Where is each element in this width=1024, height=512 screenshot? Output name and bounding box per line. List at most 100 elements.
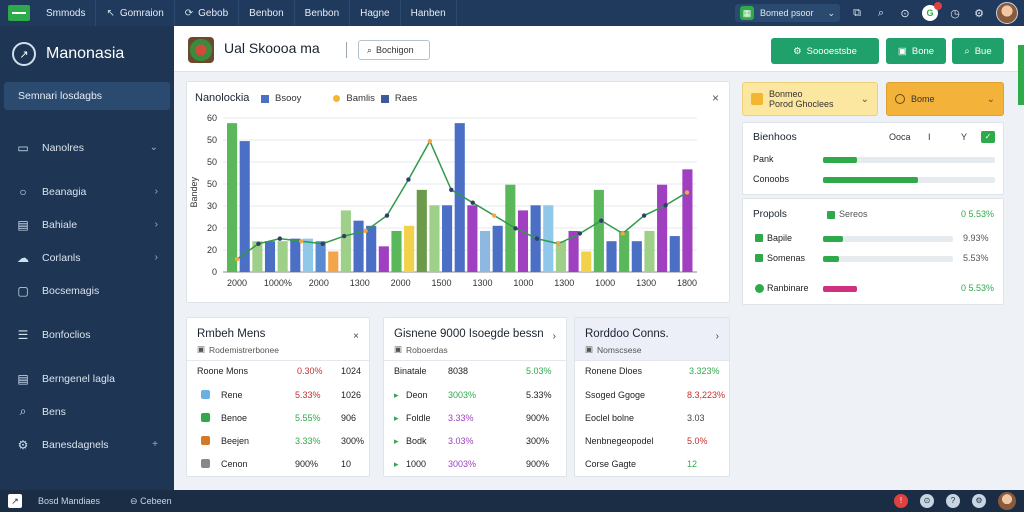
app-logo-icon[interactable] bbox=[8, 5, 30, 21]
tab-5[interactable]: Benbon bbox=[295, 0, 351, 26]
sidebar-item-6[interactable]: ☰ Bonfoclios bbox=[0, 318, 174, 351]
avatar[interactable] bbox=[998, 492, 1016, 510]
tab-7[interactable]: Hanben bbox=[401, 0, 457, 26]
table-row[interactable]: Beejen 3.33% 300% bbox=[187, 431, 369, 453]
tab-6[interactable]: Hagne bbox=[350, 0, 401, 26]
alert-icon[interactable]: ! bbox=[894, 494, 908, 508]
line-point[interactable] bbox=[363, 228, 368, 234]
settings-icon[interactable]: ⚙ bbox=[974, 7, 984, 20]
line-point[interactable] bbox=[577, 231, 583, 236]
bar[interactable] bbox=[644, 230, 655, 272]
settings-icon[interactable]: ⚙ bbox=[972, 494, 986, 508]
line-point[interactable] bbox=[534, 236, 540, 241]
line-point[interactable] bbox=[491, 213, 497, 218]
table-row[interactable]: Eoclel bolne 3.03 bbox=[575, 408, 729, 430]
close-icon[interactable]: × bbox=[353, 331, 359, 342]
bar[interactable] bbox=[517, 210, 529, 272]
secondary-action-button[interactable]: ▣ Bone bbox=[886, 38, 946, 64]
brand[interactable]: ↗ Manonasia bbox=[0, 26, 174, 82]
line-point[interactable] bbox=[513, 226, 518, 231]
add-icon[interactable]: + bbox=[152, 439, 158, 450]
bar[interactable] bbox=[340, 210, 351, 272]
bar[interactable] bbox=[619, 230, 630, 272]
search-icon[interactable]: ⌕ bbox=[877, 6, 885, 19]
bar[interactable] bbox=[682, 169, 693, 272]
bar[interactable] bbox=[366, 225, 377, 272]
bar[interactable] bbox=[581, 251, 592, 272]
bar[interactable] bbox=[239, 141, 250, 272]
bar[interactable] bbox=[353, 220, 364, 272]
bar[interactable] bbox=[227, 123, 238, 272]
table-row[interactable]: ▸ Bodk 3.03% 300% bbox=[384, 431, 566, 453]
avatar[interactable] bbox=[996, 2, 1018, 24]
line-point[interactable] bbox=[256, 241, 261, 246]
line-point[interactable] bbox=[299, 239, 304, 244]
bar[interactable] bbox=[555, 241, 566, 272]
bar[interactable] bbox=[631, 241, 642, 272]
line-point[interactable] bbox=[556, 241, 561, 246]
line-point[interactable] bbox=[234, 256, 240, 262]
table-row[interactable]: Cenon 900% 10 bbox=[187, 454, 369, 476]
line-point[interactable] bbox=[449, 187, 454, 193]
bar[interactable] bbox=[467, 205, 478, 272]
top-search[interactable]: ▦ Bomed psoor ⌄ bbox=[735, 4, 840, 22]
bar[interactable] bbox=[290, 238, 301, 272]
user-icon[interactable]: ⊙ bbox=[900, 7, 910, 20]
bar[interactable] bbox=[568, 230, 579, 272]
table-row[interactable]: Corse Gagte 12 bbox=[575, 454, 729, 476]
bar[interactable] bbox=[492, 225, 503, 272]
bar[interactable] bbox=[669, 236, 680, 272]
user-icon[interactable]: ⊙ bbox=[920, 494, 934, 508]
sidebar-item-5[interactable]: ▢ Bocsemagis bbox=[0, 274, 174, 307]
bar[interactable] bbox=[252, 241, 263, 272]
primary-action-button[interactable]: ⚙ Soooestsbe bbox=[771, 38, 879, 64]
tertiary-action-button[interactable]: ⌕ Bue bbox=[952, 38, 1004, 64]
status-item[interactable]: ⊖ Cebeen bbox=[130, 496, 172, 507]
bar[interactable] bbox=[429, 205, 440, 272]
bar[interactable] bbox=[277, 241, 288, 272]
sidebar-item-1[interactable]: ▭ Nanolres ⌄ bbox=[0, 131, 174, 164]
copy-icon[interactable]: ⧉ bbox=[853, 6, 861, 19]
chevron-right-icon[interactable]: › bbox=[552, 331, 556, 342]
sidebar-search[interactable]: Semnari losdagbs bbox=[4, 82, 170, 110]
panel-tool[interactable]: Y bbox=[961, 132, 968, 142]
panel-tool[interactable]: I bbox=[928, 132, 931, 142]
check-icon[interactable]: ✓ bbox=[981, 131, 995, 143]
help-icon[interactable]: ? bbox=[946, 494, 960, 508]
line-point[interactable] bbox=[620, 231, 625, 236]
arrow-icon[interactable]: ↗ bbox=[8, 494, 22, 508]
close-icon[interactable]: × bbox=[711, 91, 719, 105]
table-row[interactable]: ▸ Deon 3003% 5.33% bbox=[384, 385, 566, 407]
bar[interactable] bbox=[328, 251, 339, 272]
chevron-right-icon[interactable]: › bbox=[715, 331, 719, 342]
bar[interactable] bbox=[606, 241, 617, 272]
line-point[interactable] bbox=[320, 241, 325, 246]
bar[interactable] bbox=[315, 241, 326, 272]
tab-4[interactable]: Benbon bbox=[239, 0, 295, 26]
line-point[interactable] bbox=[341, 233, 347, 239]
table-row[interactable]: Benoe 5.55% 906 bbox=[187, 408, 369, 430]
filter-button[interactable]: ⌕ Bochigon bbox=[358, 40, 430, 60]
edge-tab[interactable] bbox=[1018, 45, 1024, 105]
sidebar-item-4[interactable]: ☁ Corlanls › bbox=[0, 241, 174, 274]
period-select[interactable]: Bonmeo Porod Ghoclees ⌄ bbox=[742, 82, 878, 116]
line-point[interactable] bbox=[427, 138, 433, 144]
bar[interactable] bbox=[505, 184, 516, 272]
panel-tool[interactable]: Ooca bbox=[889, 132, 911, 142]
bar[interactable] bbox=[657, 184, 668, 272]
bar[interactable] bbox=[264, 241, 276, 272]
table-row[interactable]: ▸ Foldle 3.33% 900% bbox=[384, 408, 566, 430]
bar[interactable] bbox=[391, 230, 402, 272]
bar[interactable] bbox=[454, 123, 465, 272]
line-point[interactable] bbox=[684, 190, 690, 195]
tab-3[interactable]: ⟳ Gebob bbox=[175, 0, 240, 26]
sidebar-item-3[interactable]: ▤ Bahiale › bbox=[0, 208, 174, 241]
tab-1[interactable]: Smmods bbox=[36, 0, 97, 26]
notification-badge[interactable]: G bbox=[922, 2, 942, 21]
clock-icon[interactable]: ◷ bbox=[950, 7, 960, 20]
bar[interactable] bbox=[404, 225, 415, 272]
table-row[interactable]: Ssoged Ggoge 8.3,223% bbox=[575, 385, 729, 407]
bar[interactable] bbox=[378, 246, 389, 272]
line-point[interactable] bbox=[470, 200, 475, 205]
line-point[interactable] bbox=[406, 177, 411, 182]
